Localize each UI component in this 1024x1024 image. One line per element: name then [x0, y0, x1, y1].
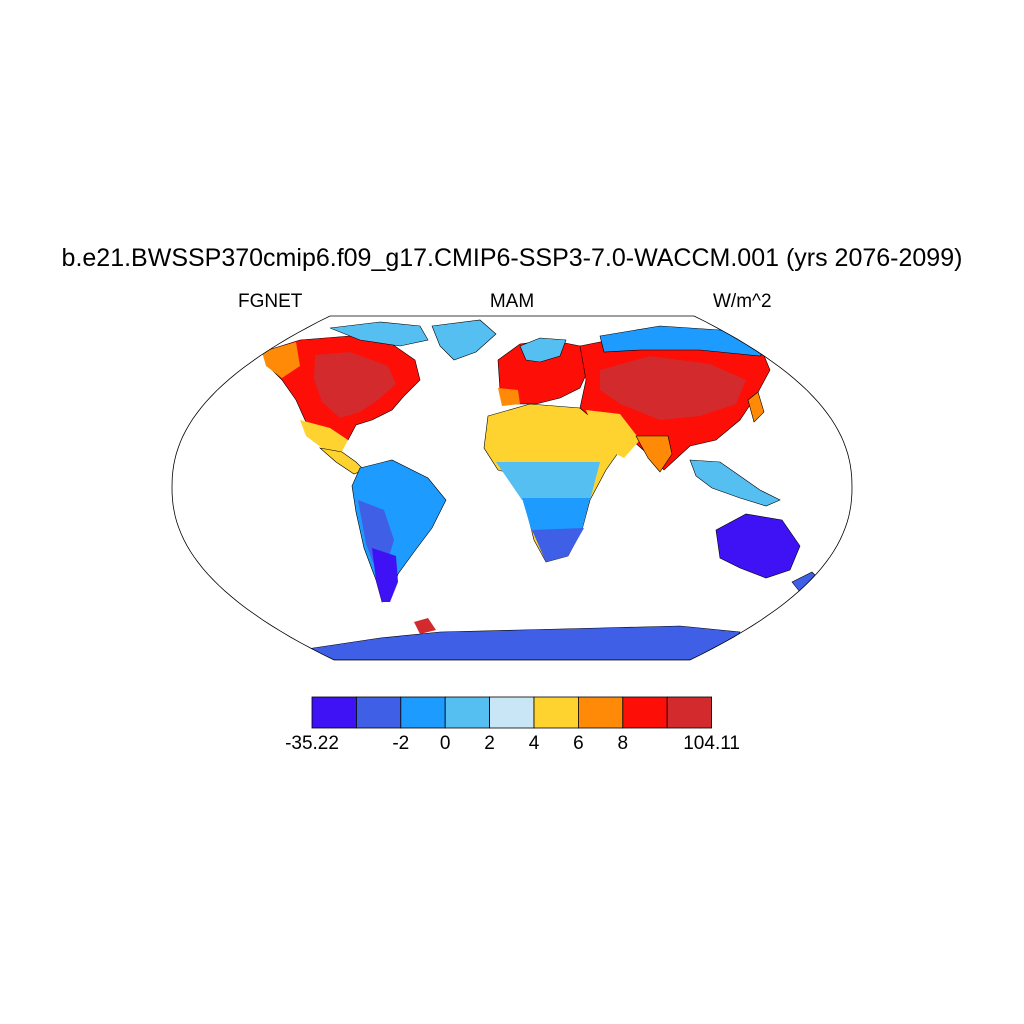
india [635, 435, 673, 473]
africa-central [522, 498, 590, 532]
colorbar-label: 104.11 [683, 733, 740, 754]
colorbar-box-7 [622, 696, 668, 729]
map-boundary [171, 315, 853, 661]
arctic-canada [329, 321, 429, 347]
colorbar-box-2 [400, 696, 446, 729]
colorbar-label: 0 [439, 733, 451, 754]
iberia [498, 388, 520, 406]
colorbar-box-1 [355, 696, 402, 729]
colorbar-label: 4 [528, 733, 540, 754]
colorbar-box-6 [578, 696, 624, 729]
colorbar-label: 2 [484, 733, 495, 754]
colorbar-label: 6 [573, 733, 584, 754]
australia [715, 513, 801, 579]
scandinavia [519, 337, 567, 363]
asia-core [600, 356, 746, 420]
units-label: W/m^2 [713, 291, 772, 312]
colorbar-box-5 [533, 696, 579, 729]
antarctica [299, 625, 741, 660]
plot-title: b.e21.BWSSP370cmip6.f09_g17.CMIP6-SSP3-7… [61, 244, 963, 272]
africa-equatorial [496, 462, 600, 500]
colorbar-label: -35.22 [285, 733, 339, 754]
map-fill-layer [261, 319, 821, 660]
japan [747, 391, 765, 423]
colorbar-label: -2 [392, 733, 410, 754]
patagonia [372, 548, 398, 602]
greenland [431, 319, 497, 361]
colorbar-label: 8 [617, 733, 629, 754]
antarctic-peninsula [414, 618, 436, 634]
colorbar-box-4 [489, 696, 535, 729]
season-label: MAM [489, 291, 535, 312]
north-america-core [314, 352, 396, 418]
north-america-south [300, 420, 348, 455]
colorbar-box-8 [666, 696, 713, 729]
alaska [262, 342, 300, 378]
southeast-asia [689, 459, 781, 507]
variable-label: FGNET [238, 291, 303, 312]
middle-east [586, 410, 640, 458]
colorbar-box-3 [444, 696, 491, 729]
africa-south [532, 528, 584, 562]
colorbar-box-0 [311, 696, 357, 729]
